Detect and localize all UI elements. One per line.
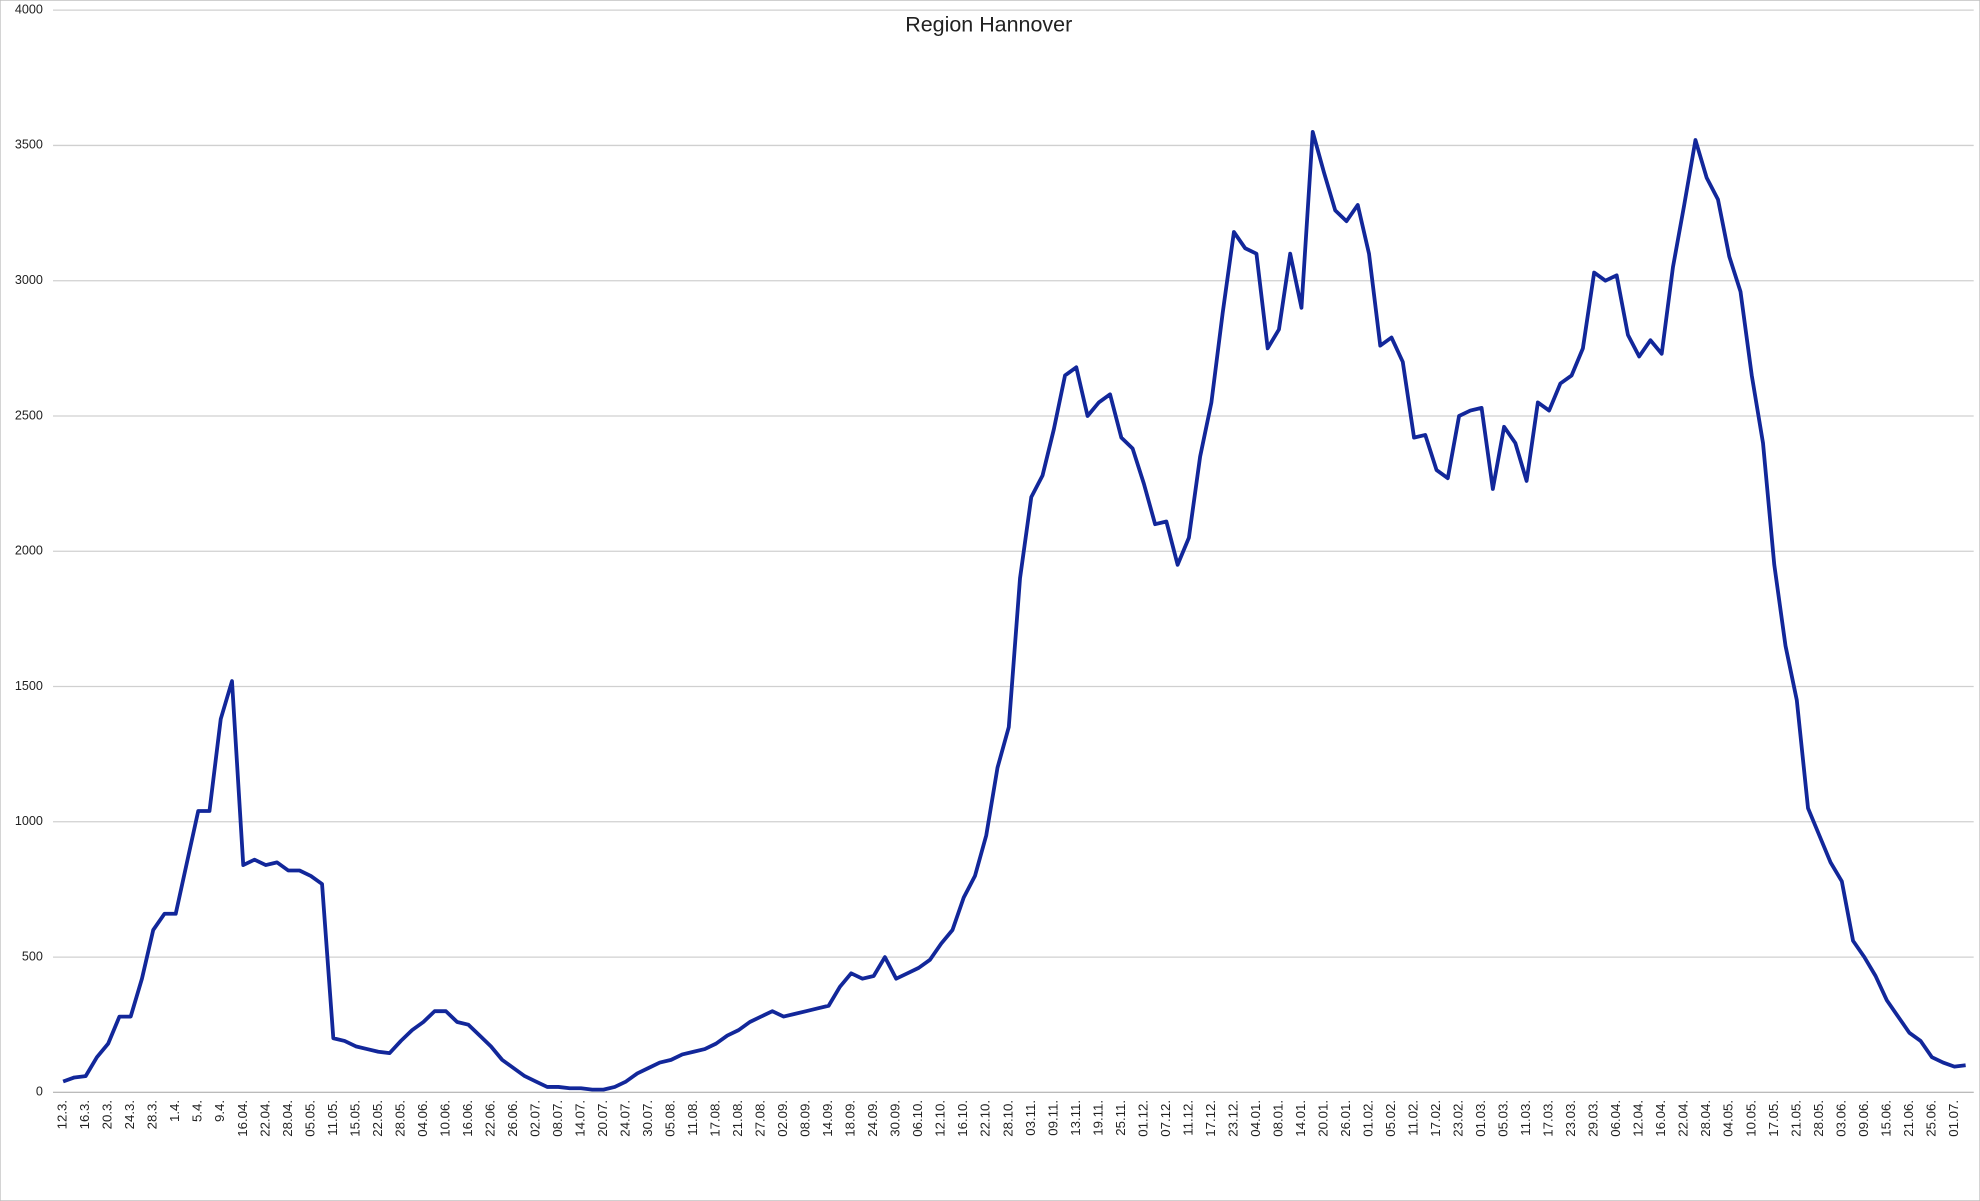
x-tick-label: 21.06. — [1901, 1100, 1916, 1137]
x-tick-label: 22.05. — [370, 1100, 385, 1137]
x-tick-label: 16.06. — [460, 1100, 475, 1137]
x-tick-label: 21.08. — [730, 1100, 745, 1137]
x-tick-label: 15.06. — [1878, 1100, 1893, 1137]
x-tick-label: 05.08. — [663, 1100, 678, 1137]
x-tick-label: 16.04. — [235, 1100, 250, 1137]
x-tick-label: 02.07. — [527, 1100, 542, 1137]
y-tick-label: 0 — [36, 1085, 43, 1099]
x-tick-label: 17.08. — [708, 1100, 723, 1137]
x-tick-label: 14.09. — [820, 1100, 835, 1137]
x-tick-label: 22.04. — [257, 1100, 272, 1137]
x-tick-label: 12.3. — [55, 1100, 70, 1129]
x-tick-label: 17.05. — [1766, 1100, 1781, 1137]
x-tick-label: 11.02. — [1406, 1100, 1421, 1136]
x-tick-label: 27.08. — [753, 1100, 768, 1137]
x-tick-label: 21.05. — [1788, 1100, 1803, 1137]
x-tick-label: 30.07. — [640, 1100, 655, 1137]
x-tick-label: 04.05. — [1721, 1100, 1736, 1137]
x-tick-label: 05.05. — [302, 1100, 317, 1137]
x-tick-label: 17.12. — [1203, 1100, 1218, 1137]
x-tick-label: 23.12. — [1225, 1100, 1240, 1137]
x-tick-label: 10.05. — [1743, 1100, 1758, 1137]
data-line — [62, 130, 1966, 1092]
x-tick-label: 15.05. — [347, 1100, 362, 1137]
x-tick-label: 09.11. — [1045, 1100, 1060, 1136]
x-tick-label: 26.06. — [505, 1100, 520, 1137]
x-tick-label: 9.4. — [212, 1100, 227, 1122]
x-tick-label: 04.01. — [1248, 1100, 1263, 1137]
x-tick-label: 11.08. — [685, 1100, 700, 1136]
x-tick-label: 29.03. — [1586, 1100, 1601, 1137]
x-tick-label: 28.10. — [1000, 1100, 1015, 1137]
y-tick-label: 1500 — [15, 679, 43, 693]
x-tick-label: 01.02. — [1361, 1100, 1376, 1137]
x-tick-label: 05.03. — [1496, 1100, 1511, 1137]
x-tick-label: 25.11. — [1113, 1100, 1128, 1136]
x-tick-label: 28.05. — [392, 1100, 407, 1137]
x-tick-label: 28.04. — [280, 1100, 295, 1137]
x-tick-label: 24.09. — [865, 1100, 880, 1137]
x-tick-label: 19.11. — [1090, 1100, 1105, 1136]
y-tick-label: 1000 — [15, 814, 43, 828]
x-tick-label: 1.4. — [167, 1100, 182, 1122]
y-tick-label: 3000 — [15, 273, 43, 287]
x-tick-label: 28.04. — [1698, 1100, 1713, 1137]
x-tick-label: 18.09. — [843, 1100, 858, 1137]
x-tick-label: 13.11. — [1068, 1100, 1083, 1136]
x-tick-label: 30.09. — [888, 1100, 903, 1137]
x-tick-label: 16.10. — [955, 1100, 970, 1137]
x-tick-label: 28.05. — [1811, 1100, 1826, 1137]
y-tick-label: 500 — [22, 949, 43, 963]
x-tick-label: 20.01. — [1315, 1100, 1330, 1137]
x-tick-label: 05.02. — [1383, 1100, 1398, 1137]
x-tick-label: 24.3. — [122, 1100, 137, 1129]
x-tick-label: 22.10. — [978, 1100, 993, 1137]
x-tick-label: 03.06. — [1833, 1100, 1848, 1137]
x-tick-label: 22.04. — [1676, 1100, 1691, 1137]
x-tick-label: 23.02. — [1451, 1100, 1466, 1137]
x-tick-label: 08.01. — [1270, 1100, 1285, 1137]
chart-title: Region Hannover — [905, 13, 1072, 37]
x-tick-label: 12.10. — [933, 1100, 948, 1137]
x-tick-label: 16.3. — [77, 1100, 92, 1129]
x-tick-label: 01.07. — [1946, 1100, 1961, 1137]
x-tick-label: 17.03. — [1541, 1100, 1556, 1137]
x-tick-label: 22.06. — [482, 1100, 497, 1137]
x-tick-label: 20.3. — [100, 1100, 115, 1129]
x-tick-label: 09.06. — [1856, 1100, 1871, 1137]
x-tick-label: 26.01. — [1338, 1100, 1353, 1137]
x-tick-label: 01.03. — [1473, 1100, 1488, 1137]
x-tick-label: 5.4. — [190, 1100, 205, 1122]
x-tick-label: 01.12. — [1135, 1100, 1150, 1137]
x-tick-label: 04.06. — [415, 1100, 430, 1137]
x-tick-label: 06.04. — [1608, 1100, 1623, 1137]
x-tick-label: 02.09. — [775, 1100, 790, 1137]
x-tick-label: 24.07. — [618, 1100, 633, 1137]
x-tick-label: 08.07. — [550, 1100, 565, 1137]
x-tick-label: 06.10. — [910, 1100, 925, 1137]
y-tick-label: 4000 — [15, 2, 43, 16]
x-tick-label: 07.12. — [1158, 1100, 1173, 1137]
y-tick-label: 3500 — [15, 138, 43, 152]
x-tick-label: 16.04. — [1653, 1100, 1668, 1137]
x-tick-label: 25.06. — [1923, 1100, 1938, 1137]
x-tick-label: 11.03. — [1518, 1100, 1533, 1136]
x-tick-label: 03.11. — [1023, 1100, 1038, 1136]
x-tick-label: 14.07. — [572, 1100, 587, 1137]
y-tick-label: 2500 — [15, 408, 43, 422]
x-tick-label: 11.12. — [1180, 1100, 1195, 1136]
x-tick-label: 20.07. — [595, 1100, 610, 1137]
y-tick-label: 2000 — [15, 544, 43, 558]
x-tick-label: 28.3. — [145, 1100, 160, 1129]
x-tick-label: 11.05. — [325, 1100, 340, 1136]
x-tick-label: 14.01. — [1293, 1100, 1308, 1137]
x-tick-label: 08.09. — [798, 1100, 813, 1137]
x-tick-label: 10.06. — [437, 1100, 452, 1137]
x-tick-label: 12.04. — [1631, 1100, 1646, 1137]
x-tick-label: 17.02. — [1428, 1100, 1443, 1137]
x-tick-label: 23.03. — [1563, 1100, 1578, 1137]
